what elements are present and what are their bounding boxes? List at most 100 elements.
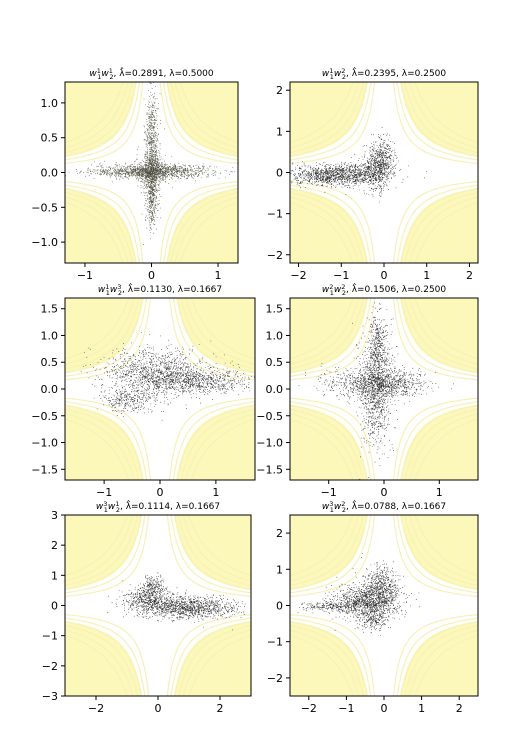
x-tick-label: −1 xyxy=(333,269,349,282)
x-tick-label: 0 xyxy=(157,486,164,499)
y-tick-label: 2 xyxy=(276,527,283,540)
contour-fill xyxy=(290,515,478,696)
y-tick-label: 3 xyxy=(51,509,58,522)
y-tick-label: 1 xyxy=(51,569,58,582)
y-tick-label: 0.5 xyxy=(41,356,59,369)
x-tick-label: 2 xyxy=(466,269,473,282)
y-tick-label: −2 xyxy=(267,672,283,685)
y-tick-label: 0 xyxy=(51,600,58,613)
contour-lines xyxy=(290,82,478,263)
contour-lines xyxy=(290,298,478,480)
x-axis: −1 0 1 xyxy=(77,263,222,282)
y-axis: −2 −1 0 1 2 xyxy=(267,84,290,262)
y-tick-label: 0.0 xyxy=(41,167,59,180)
x-tick-label: 0 xyxy=(148,269,155,282)
scatter-points xyxy=(65,82,236,245)
plot-area xyxy=(290,515,478,696)
contour-fill xyxy=(290,298,478,480)
y-tick-label: 1.0 xyxy=(41,97,59,110)
contour-lines xyxy=(65,515,251,696)
y-tick-label: −2 xyxy=(267,249,283,262)
y-tick-label: −1.0 xyxy=(31,236,58,249)
subplot-title: w2 1w2 2, λ̂=0.1506, λ=0.2500 xyxy=(322,282,447,297)
y-tick-label: 1 xyxy=(276,563,283,576)
contour-fill xyxy=(65,298,255,480)
x-tick-label: −1 xyxy=(321,486,337,499)
y-axis: −1.0 −0.5 0.0 0.5 1.0 xyxy=(31,97,65,249)
x-axis: −2 −1 0 1 2 xyxy=(290,263,473,282)
scatter-points xyxy=(298,302,454,480)
plot-area xyxy=(290,298,478,480)
y-tick-label: 0.0 xyxy=(41,383,59,396)
x-tick-label: −2 xyxy=(88,702,104,715)
y-tick-label: 1.0 xyxy=(266,329,284,342)
subplot-3: −1 0 1 −1.5 −1.0 −0.5 0.0 0.5 1.0 1.5 w1 1w3 2, λ̂=0… xyxy=(31,282,256,499)
x-axis: −2 −1 0 1 2 xyxy=(301,696,463,715)
y-tick-label: −0.5 xyxy=(31,201,58,214)
subplot-4: −1 0 1 −1.5 −1.0 −0.5 0.0 0.5 1.0 1.5 w2 1w2 2, λ̂=0… xyxy=(256,282,479,499)
x-tick-label: −1 xyxy=(96,486,112,499)
subplot-1: −1 0 1 −1.0 −0.5 0.0 0.5 1.0 w1 1w1 2, λ̂=0.2891, … xyxy=(31,66,239,282)
x-tick-label: 0 xyxy=(155,702,162,715)
x-tick-label: 1 xyxy=(212,486,219,499)
subplot-title: w1 1w3 2, λ̂=0.1130, λ=0.1667 xyxy=(98,282,222,297)
y-tick-label: 1.0 xyxy=(41,329,59,342)
x-tick-label: 1 xyxy=(215,269,222,282)
x-tick-label: 1 xyxy=(436,486,443,499)
contour-lines xyxy=(290,515,478,696)
y-tick-label: 1 xyxy=(276,125,283,138)
y-axis: −3 −2 −1 0 1 2 3 xyxy=(42,509,65,703)
subplot-6: −2 −1 0 1 2 −2 −1 0 1 2 w3 1w2 2, λ̂=0.0788, λ=0.166… xyxy=(267,499,479,715)
y-tick-label: 0.5 xyxy=(266,356,284,369)
x-tick-label: 1 xyxy=(423,269,430,282)
scatter-points xyxy=(80,332,255,421)
x-tick-label: −1 xyxy=(77,269,93,282)
y-tick-label: 2 xyxy=(276,84,283,97)
y-tick-label: −2 xyxy=(42,660,58,673)
y-tick-label: −1 xyxy=(42,630,58,643)
plot-area xyxy=(65,82,238,263)
y-tick-label: −1 xyxy=(267,208,283,221)
y-tick-label: −1 xyxy=(267,636,283,649)
y-axis: −1.5 −1.0 −0.5 0.0 0.5 1.0 1.5 xyxy=(256,303,290,476)
x-tick-label: 2 xyxy=(217,702,224,715)
y-tick-label: 1.5 xyxy=(41,303,59,316)
y-axis: −1.5 −1.0 −0.5 0.0 0.5 1.0 1.5 xyxy=(31,303,65,476)
x-tick-label: 0 xyxy=(381,269,388,282)
contour-fill xyxy=(65,515,251,696)
y-tick-label: 2 xyxy=(51,539,58,552)
subplot-2: −2 −1 0 1 2 −2 −1 0 1 2 w1 1w2 2, λ̂=0.2395, λ=0.250… xyxy=(267,66,479,282)
y-tick-label: 0 xyxy=(276,167,283,180)
x-tick-label: 0 xyxy=(381,702,388,715)
plot-area xyxy=(290,82,478,263)
y-tick-label: −0.5 xyxy=(31,410,58,423)
subplot-title: w1 1w1 2, λ̂=0.2891, λ=0.5000 xyxy=(89,66,214,81)
x-tick-label: 0 xyxy=(381,486,388,499)
y-tick-label: 1.5 xyxy=(266,303,284,316)
y-tick-label: −1.5 xyxy=(31,463,58,476)
subplot-5: −2 0 2 −3 −2 −1 0 1 2 3 w3 1w1 2, λ̂=0.1114, λ=0.166… xyxy=(42,499,252,715)
y-tick-label: 0.5 xyxy=(41,132,59,145)
x-axis: −1 0 1 xyxy=(96,480,219,499)
x-axis: −1 0 1 xyxy=(321,480,443,499)
subplot-title: w1 1w2 2, λ̂=0.2395, λ=0.2500 xyxy=(322,66,447,81)
subplot-grid: −1 0 1 −1.0 −0.5 0.0 0.5 1.0 w1 1w1 2, λ̂=0.2891, … xyxy=(31,66,479,715)
subplot-title: w3 1w1 2, λ̂=0.1114, λ=0.1667 xyxy=(96,499,220,514)
x-axis: −2 0 2 xyxy=(88,696,224,715)
y-tick-label: −1.0 xyxy=(31,437,58,450)
scatter-points xyxy=(107,572,246,631)
x-tick-label: 2 xyxy=(456,702,463,715)
x-tick-label: 1 xyxy=(418,702,425,715)
contour-fill xyxy=(290,82,478,263)
contour-lines xyxy=(65,82,238,263)
x-tick-label: −2 xyxy=(290,269,306,282)
subplot-title: w3 1w2 2, λ̂=0.0788, λ=0.1667 xyxy=(322,499,446,514)
plot-area xyxy=(65,298,255,480)
y-axis: −2 −1 0 1 2 xyxy=(267,527,290,685)
y-tick-label: −0.5 xyxy=(256,410,283,423)
contour-fill xyxy=(65,82,238,263)
x-tick-label: −2 xyxy=(301,702,317,715)
y-tick-label: 0.0 xyxy=(266,383,284,396)
y-tick-label: −1.0 xyxy=(256,437,283,450)
